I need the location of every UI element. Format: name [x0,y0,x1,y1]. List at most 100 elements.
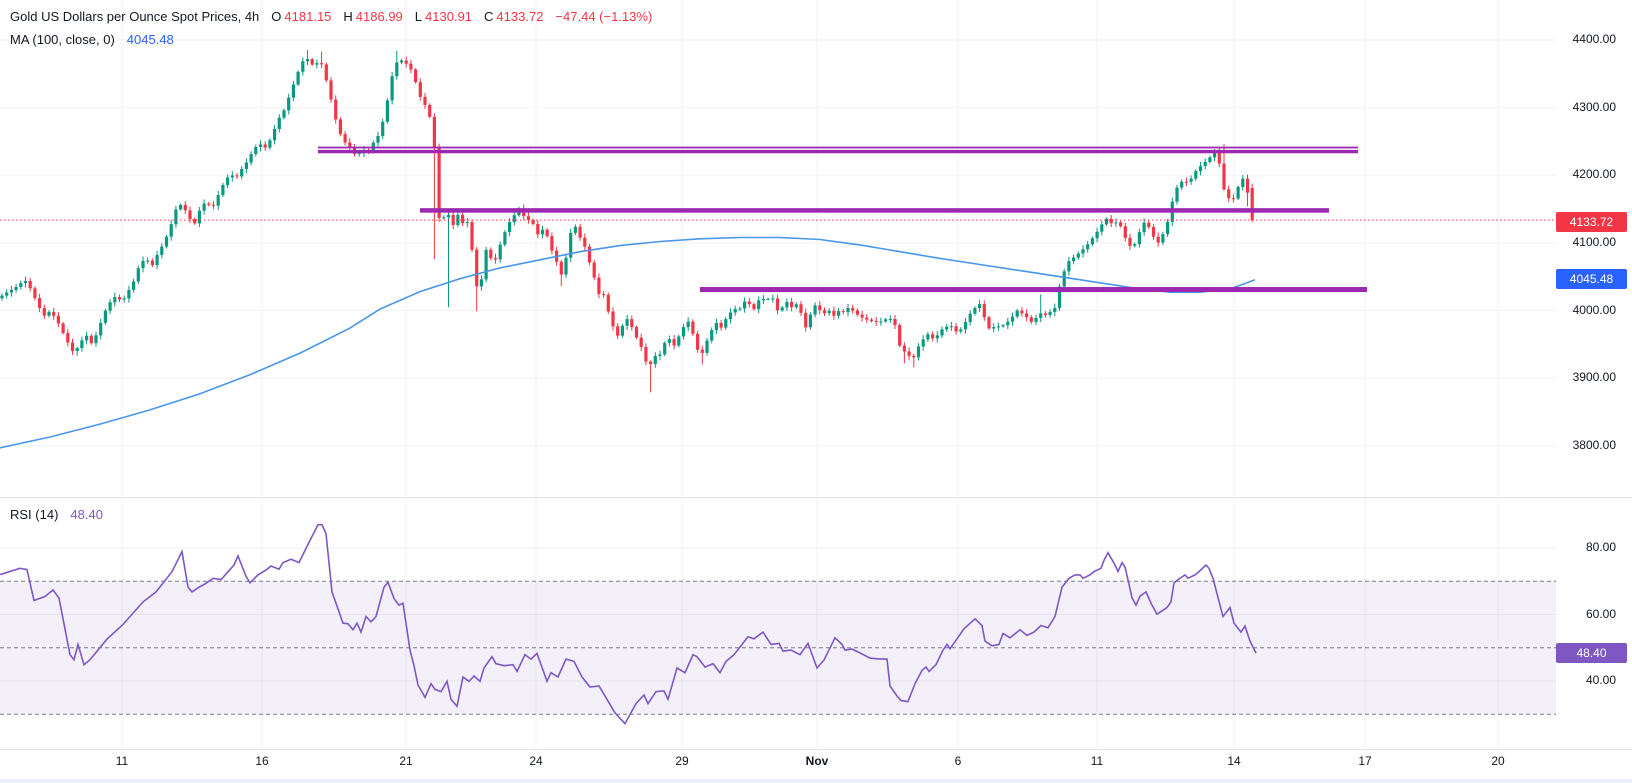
candle-body [1062,271,1066,287]
candle-body [893,318,897,326]
candle-body [583,237,587,247]
candle-body [273,128,277,141]
high-value: 4186.99 [355,9,403,24]
candle-body [465,222,469,224]
candle-body [1043,313,1047,316]
candle-body [14,286,18,291]
time-axis-label: Nov [805,754,829,768]
candle-body [1208,157,1212,162]
horizontal-ray-resistance-upper-b[interactable] [318,149,1358,154]
candle-body [818,305,822,311]
candle-body [376,136,380,143]
candle-body [1086,244,1090,250]
candle-body [780,307,784,311]
candle-body [898,325,902,346]
candle-body [461,214,465,224]
candle-body [1166,221,1170,235]
candle-body [602,294,606,296]
pane-separator[interactable] [0,497,1632,498]
candle-body [982,304,986,318]
candle-body [475,249,479,287]
candle-body [841,311,845,313]
candle-body [681,327,686,337]
candle-body [851,308,855,311]
candle-body [827,310,831,314]
candle-body [164,236,169,247]
candle-body [61,323,65,334]
candle-body [1048,311,1052,316]
candle-body [1119,222,1123,227]
candle-body [1137,232,1141,245]
time-axis-label: 11 [115,754,129,768]
rsi-axis-label: 60.00 [1585,606,1616,621]
candle-body [634,327,639,338]
candle-body [108,302,112,311]
horizontal-ray-resistance-mid[interactable] [420,208,1329,213]
close-value: 4133.72 [496,9,544,24]
candle-body [428,104,432,117]
candle-body [592,262,596,278]
candle-body [1231,198,1235,200]
candle-body [808,314,812,328]
candle-body [531,219,535,224]
candle-body [1057,286,1062,308]
candle-body [456,214,460,226]
candle-body [1081,249,1085,254]
candle-body [0,295,4,299]
rsi-axis-label: 40.00 [1585,673,1616,687]
candle-body [169,224,173,237]
candle-body [221,185,225,196]
candle-body [9,290,13,293]
candle-body [714,322,718,331]
candle-body [1189,178,1193,182]
candle-body [1217,153,1221,164]
candle-body [99,322,103,336]
candle-body [94,335,98,344]
candle-body [1053,307,1057,312]
candle-body [155,254,159,266]
candle-body [926,334,930,340]
candle-body [301,61,305,72]
candle-body [879,321,883,323]
rsi-value: 48.40 [70,507,103,522]
candle-body [207,203,211,205]
candle-body [122,298,126,300]
candle-body [587,246,592,263]
candle-body [691,321,695,334]
candle-body [696,333,700,350]
candle-body [1184,181,1188,183]
candle-body [5,292,9,296]
candle-body [113,296,117,303]
candle-body [526,216,530,220]
candle-body [197,210,201,224]
ma-legend: MA (100, close, 0) 4045.48 [10,32,174,47]
candle-body [1142,222,1146,233]
candle-body [117,296,122,300]
candle-body [536,223,540,235]
candle-body [174,209,178,225]
candle-body [268,140,272,148]
candle-body [1067,261,1071,272]
candle-body [902,345,906,352]
candle-body [512,215,516,223]
open-value: 4181.15 [284,9,332,24]
candle-body [935,335,939,339]
candle-body [136,268,140,282]
candle-body [343,134,347,143]
candle-body [945,326,949,330]
candle-body [146,260,150,262]
candle-body [790,301,794,308]
time-axis-label: 6 [954,754,962,768]
candle-body [1156,236,1160,243]
candle-body [230,175,234,178]
horizontal-ray-support-low[interactable] [700,287,1367,293]
rsi-axis-label: 80.00 [1585,540,1616,554]
candle-body [653,355,657,365]
candle-body [620,325,624,336]
candle-body [1194,171,1198,179]
candle-body [996,326,1000,328]
candle-body [503,232,507,245]
horizontal-ray-resistance-upper-a[interactable] [318,146,1358,149]
